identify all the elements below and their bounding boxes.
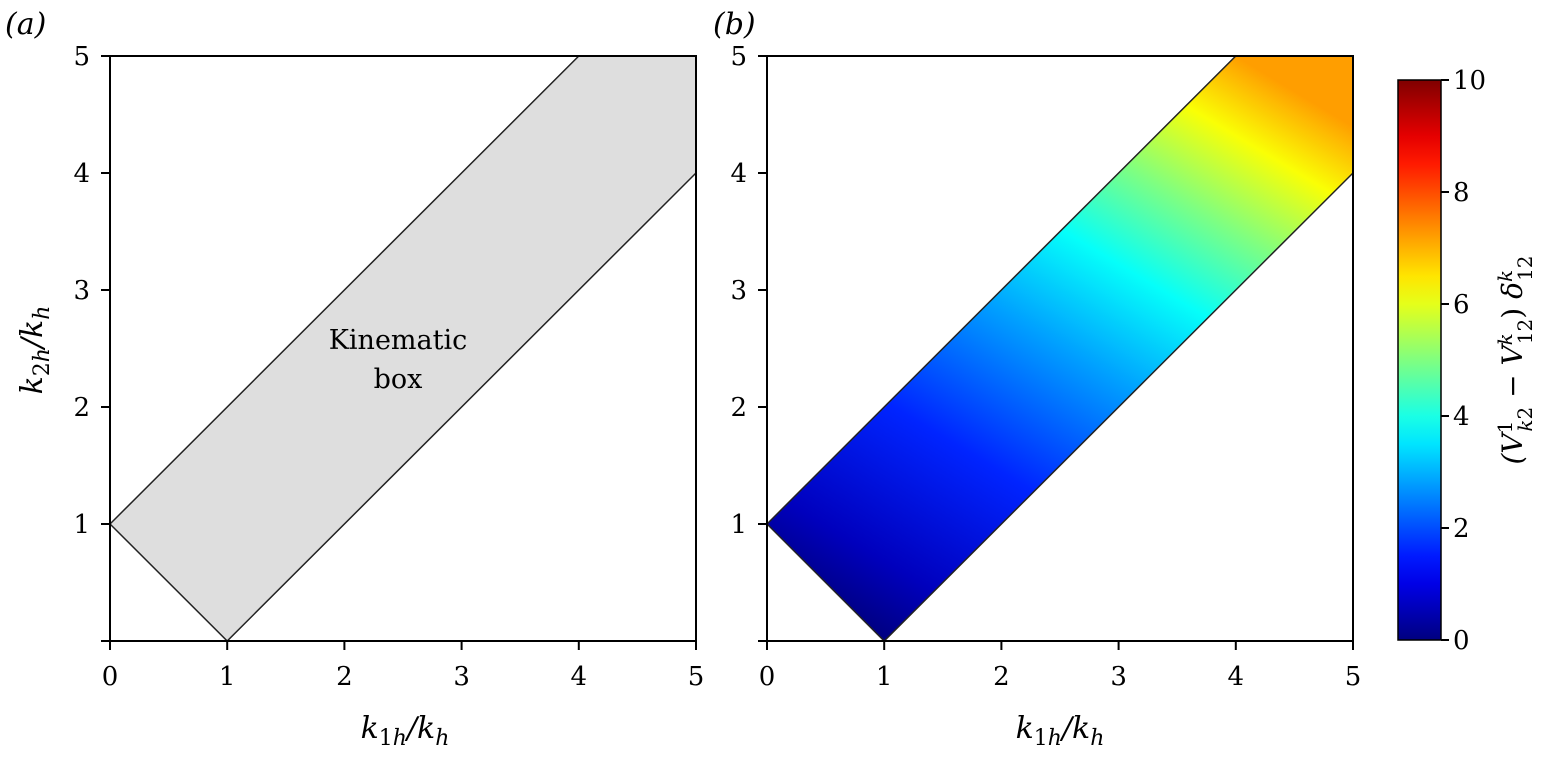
x-tick-label-b-1: 1	[876, 662, 893, 692]
colorbar-tick-label-10: 10	[1453, 66, 1486, 96]
y-tick-label-b-2: 2	[730, 393, 747, 423]
x-tick-label-b-3: 3	[1110, 662, 1127, 692]
panel-a-label: (a)	[5, 7, 46, 42]
y-tick-label-b-5: 5	[730, 42, 747, 72]
y-tick-label-b-3: 3	[730, 276, 747, 306]
kinematic-box-annotation-line1: Kinematic	[329, 325, 467, 356]
plot-frame-b	[766, 55, 1354, 642]
y-tick-label-a-2: 2	[73, 393, 90, 423]
panel-b-label: (b)	[713, 7, 756, 42]
colorbar-fill	[1397, 79, 1442, 641]
colorbar: 0 2 4 6 8 10 (V1k2 − Vk12) δk12	[1397, 66, 1537, 656]
colorbar-tick-label-4: 4	[1453, 402, 1470, 432]
x-tick-label-a-5: 5	[688, 662, 705, 692]
y-tick-label-a-1: 1	[73, 510, 90, 540]
x-tick-label-a-0: 0	[102, 662, 119, 692]
colorbar-tick-label-6: 6	[1453, 290, 1470, 320]
x-tick-label-a-2: 2	[336, 662, 353, 692]
kinematic-box-annotation-line2: box	[374, 364, 423, 395]
panel-b: (b) 0 1 2 3 4 5 1 2 3 4 5 k1h/kh	[713, 7, 1361, 751]
colorbar-label: (V1k2 − Vk12) δk12	[1493, 255, 1537, 464]
ticks-a: 0 1 2 3 4 5 1 2 3 4 5	[73, 42, 704, 692]
x-tick-label-a-1: 1	[219, 662, 236, 692]
colorbar-tick-label-2: 2	[1453, 514, 1470, 544]
y-tick-label-a-3: 3	[73, 276, 90, 306]
kinematic-box-region	[110, 56, 696, 641]
kinematic-box-polygon	[110, 56, 696, 641]
x-tick-label-b-5: 5	[1345, 662, 1362, 692]
colorbar-tick-label-0: 0	[1453, 626, 1470, 656]
x-tick-label-a-3: 3	[453, 662, 470, 692]
plot-frame-a	[109, 55, 697, 642]
heatmap-polygon	[767, 56, 1353, 641]
x-tick-label-b-2: 2	[993, 662, 1010, 692]
y-tick-label-b-4: 4	[730, 159, 747, 189]
ticks-b: 0 1 2 3 4 5 1 2 3 4 5	[730, 42, 1361, 692]
y-tick-label-a-4: 4	[73, 159, 90, 189]
panel-a: (a) 0 1 2 3 4 5 1 2 3 4 5 Kinematic box k1h/kh k2h…	[5, 7, 704, 751]
x-axis-label-b: k1h/kh	[1016, 711, 1105, 751]
y-tick-label-a-5: 5	[73, 42, 90, 72]
y-axis-label-a: k2h/kh	[15, 306, 55, 395]
heatmap-region	[767, 56, 1353, 641]
colorbar-ticks: 0 2 4 6 8 10	[1441, 66, 1486, 656]
colorbar-tick-label-8: 8	[1453, 178, 1470, 208]
x-tick-label-b-0: 0	[759, 662, 776, 692]
x-tick-label-a-4: 4	[571, 662, 588, 692]
y-tick-label-b-1: 1	[730, 510, 747, 540]
x-axis-label-a: k1h/kh	[361, 711, 450, 751]
x-tick-label-b-4: 4	[1228, 662, 1245, 692]
